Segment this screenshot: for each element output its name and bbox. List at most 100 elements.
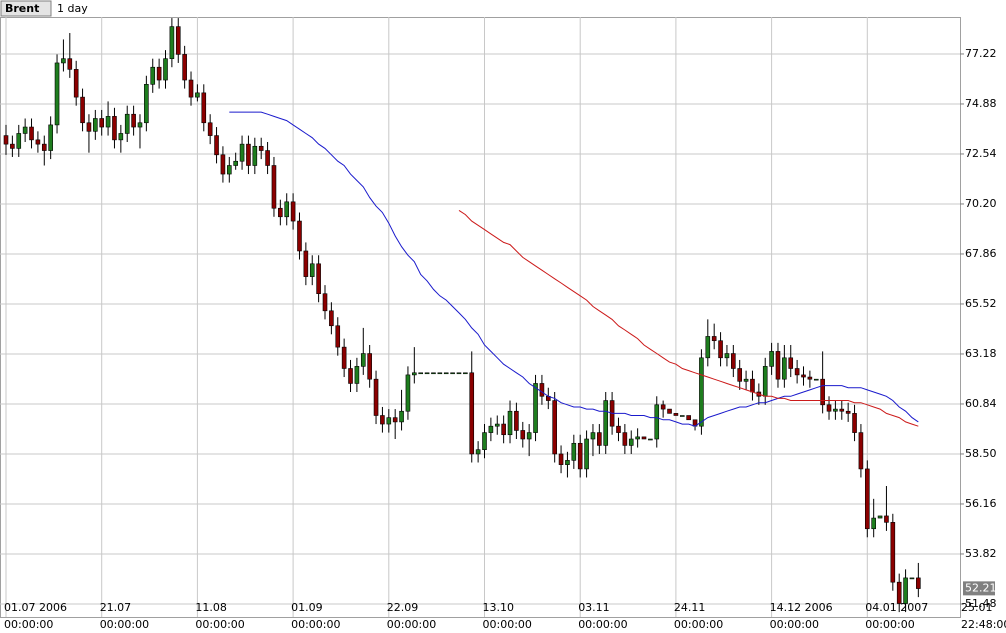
candle-body <box>750 378 755 393</box>
candle-body <box>124 113 130 134</box>
candle-body <box>654 404 660 440</box>
candle-body <box>405 374 411 412</box>
candle-body <box>290 201 296 222</box>
candle-body <box>456 372 462 375</box>
candle-body <box>813 378 819 381</box>
candle-body <box>316 263 321 295</box>
candle-body <box>163 58 168 81</box>
candle-body <box>565 460 570 465</box>
candle-body <box>782 357 787 380</box>
candle-body <box>105 116 111 128</box>
candle-body <box>590 432 596 440</box>
y-tick-label: 56.16 <box>965 497 997 510</box>
last-price-box <box>963 581 995 596</box>
candle-body <box>182 54 187 81</box>
candle-body <box>297 220 302 252</box>
candle-body <box>86 122 92 132</box>
candle-body <box>877 515 883 519</box>
candle-body <box>686 415 691 421</box>
x-tick-label: 24.11 <box>674 601 706 614</box>
candle-body <box>348 368 353 384</box>
x-tick-label: 01.09 <box>291 601 323 614</box>
candle-body <box>227 165 232 175</box>
candle-body <box>284 201 290 218</box>
plot-frame <box>0 17 961 618</box>
candle-body <box>373 378 379 416</box>
candle-body <box>131 113 136 128</box>
candle-body <box>335 325 341 348</box>
candle-body <box>775 351 781 380</box>
candle-body <box>699 357 704 427</box>
candle-body <box>41 143 47 151</box>
candle-body <box>150 66 156 85</box>
interval: 1 day <box>57 2 88 15</box>
y-tick-label: 53.82 <box>965 547 997 560</box>
candle-body <box>156 66 162 81</box>
x-tick-time: 00:00:00 <box>4 618 53 631</box>
y-tick-label: 70.20 <box>965 197 997 210</box>
candle-body <box>660 404 666 410</box>
candle-body <box>80 96 85 124</box>
candle-body <box>54 62 60 126</box>
candle-body <box>807 376 813 380</box>
candle-body <box>584 438 589 470</box>
candle-body <box>890 522 896 583</box>
x-tick-time: 00:00:00 <box>195 618 244 631</box>
x-tick-label: 22.09 <box>387 601 419 614</box>
candle-body <box>520 430 526 440</box>
candle-body <box>380 415 385 425</box>
candle-body <box>309 263 315 277</box>
candle-body <box>820 378 825 406</box>
x-tick-time: 00:00:00 <box>865 618 914 631</box>
candle-body <box>475 449 481 455</box>
last-price-label: 52.21 <box>965 581 997 594</box>
candle-body <box>29 126 34 141</box>
candle-body <box>864 468 870 530</box>
candle-body <box>635 436 640 440</box>
candle-body <box>303 250 309 277</box>
x-tick-time: 00:00:00 <box>291 618 340 631</box>
candle-body <box>871 517 876 530</box>
candle-body <box>711 336 717 342</box>
candle-body <box>552 400 557 455</box>
candle-body <box>265 150 270 166</box>
candle-body <box>616 425 621 433</box>
x-tick-label: 13.10 <box>483 601 515 614</box>
candle-body <box>526 432 532 440</box>
candle-body <box>443 372 449 375</box>
candle-body <box>916 577 921 589</box>
candle-body <box>239 143 245 162</box>
candle-body <box>507 410 513 436</box>
x-tick-label: 04.01 2007 <box>865 601 928 614</box>
candle-body <box>137 122 143 128</box>
candle-body <box>641 436 647 440</box>
candle-body <box>418 372 424 375</box>
candle-body <box>597 432 602 446</box>
candle-body <box>909 577 915 580</box>
candle-body <box>48 124 53 151</box>
candle-body <box>705 336 711 359</box>
y-tick-label: 51.48 <box>965 597 997 610</box>
y-tick-label: 74.88 <box>965 97 997 110</box>
candle-body <box>367 353 372 380</box>
x-tick-time: 00:00:00 <box>674 618 723 631</box>
candle-body <box>322 293 328 312</box>
candle-body <box>220 154 226 175</box>
candle-body <box>469 372 475 455</box>
candle-body <box>884 515 889 523</box>
candle-body <box>577 442 583 470</box>
x-tick-label: 14.12 2006 <box>770 601 833 614</box>
candle-body <box>3 135 9 145</box>
y-tick-label: 60.84 <box>965 397 997 410</box>
candle-body <box>67 58 73 70</box>
candle-body <box>354 366 360 384</box>
y-tick-label: 77.22 <box>965 47 997 60</box>
x-tick-label: 03.11 <box>578 601 610 614</box>
candle-body <box>648 438 653 441</box>
x-tick-time: 00:00:00 <box>100 618 149 631</box>
candle-body <box>144 84 149 124</box>
candle-body <box>93 118 98 132</box>
candle-body <box>833 408 838 412</box>
y-tick-label: 65.52 <box>965 297 997 310</box>
